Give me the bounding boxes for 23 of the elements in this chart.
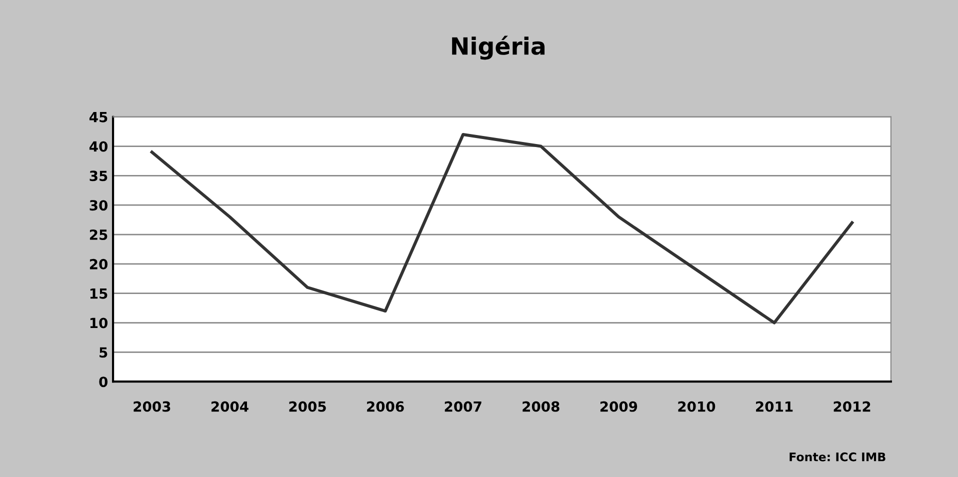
- y-tick-label: 25: [90, 229, 108, 240]
- x-tick-label: 2010: [678, 401, 716, 412]
- source-note: Fonte: ICC IMB: [790, 452, 886, 462]
- x-tick-label: 2003: [134, 401, 170, 412]
- y-tick-label: 15: [90, 288, 108, 299]
- x-tick-label: 2006: [367, 401, 404, 412]
- x-tick-label: 2007: [444, 401, 482, 412]
- y-tick-label: 10: [90, 318, 108, 328]
- y-tick-label: 40: [89, 141, 108, 152]
- y-tick-label: 45: [89, 112, 108, 122]
- y-tick-label: 20: [90, 258, 108, 270]
- line-series: [150, 132, 854, 324]
- x-tick-label: 2005: [289, 401, 326, 412]
- x-tick-label: 2011: [756, 401, 793, 412]
- y-tick-label: 0: [99, 376, 108, 388]
- y-tick-label: 5: [100, 347, 108, 358]
- x-tick-label: 2008: [522, 401, 560, 412]
- x-tick-label: 2012: [834, 401, 870, 412]
- y-tick-label: 30: [90, 200, 108, 211]
- chart-title: Nigéria: [452, 36, 545, 60]
- x-tick-label: 2009: [600, 401, 638, 412]
- y-tick-label: 35: [90, 170, 108, 182]
- x-tick-label: 2004: [212, 401, 248, 412]
